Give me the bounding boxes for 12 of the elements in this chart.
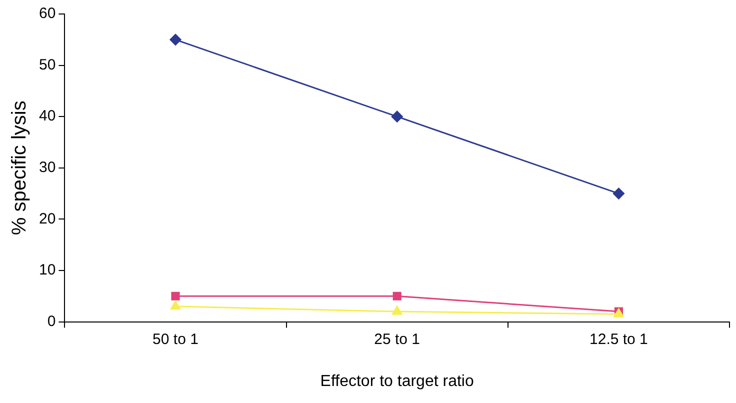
y-tick-label: 10 bbox=[38, 262, 56, 279]
x-tick-label: 12.5 to 1 bbox=[590, 330, 648, 348]
x-axis-title: Effector to target ratio bbox=[320, 372, 474, 390]
y-tick-label: 20 bbox=[38, 210, 56, 228]
x-tick-label: 50 to 1 bbox=[152, 330, 198, 348]
y-tick-label: 60 bbox=[38, 5, 56, 22]
y-axis-title: % specific lysis bbox=[8, 100, 31, 236]
y-tick-label: 40 bbox=[38, 108, 56, 125]
x-tick-label: 25 to 1 bbox=[374, 330, 420, 348]
y-tick-label: 30 bbox=[38, 159, 56, 176]
y-tick-label: 0 bbox=[47, 312, 56, 330]
y-tick-label: 50 bbox=[38, 56, 56, 74]
